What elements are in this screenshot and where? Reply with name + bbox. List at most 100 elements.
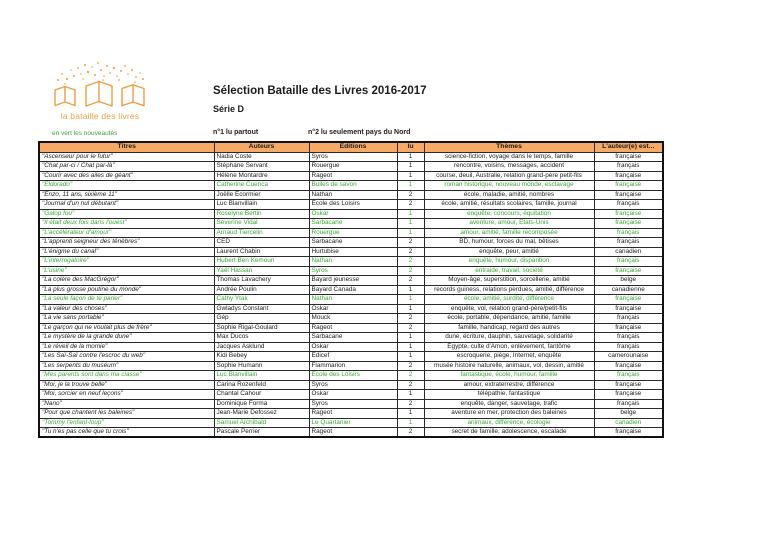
legend-read-north-only: n°2 lu seulement pays du Nord bbox=[308, 129, 411, 136]
book-publisher-cell: Bulles de savon bbox=[308, 180, 398, 191]
book-publisher-cell: Flammarion bbox=[308, 360, 398, 371]
book-themes-cell: amour, extraterrestre, différence bbox=[423, 379, 595, 390]
book-title-cell: "Eldorado" bbox=[38, 180, 215, 191]
book-nationality-cell: français bbox=[593, 256, 664, 267]
table-row: "L'usine" Yaël Hassan Syros 2 entraide, … bbox=[38, 265, 664, 276]
book-themes-cell: BD, humour, forces du mal, bêtises bbox=[423, 237, 595, 248]
book-title-cell: "Tu n'es pas celle que tu crois" bbox=[38, 427, 215, 438]
book-themes-cell: rencontre, voisins, messages, accident bbox=[423, 161, 595, 172]
book-publisher-cell: Rouergue bbox=[308, 161, 398, 172]
table-row: "La valeur des choses" Gwladys Constant … bbox=[38, 303, 664, 314]
table-row: "Le réveil de la momie" Jacques Asklund … bbox=[38, 341, 664, 352]
book-lu-cell: 1 bbox=[396, 208, 425, 219]
book-title-cell: "Tommy l'enfant-loup" bbox=[38, 417, 215, 428]
book-lu-cell: 2 bbox=[396, 237, 425, 248]
table-row: "Il était deux fois dans l'ouest" Séveri… bbox=[38, 218, 664, 229]
book-nationality-cell: belge bbox=[593, 275, 664, 286]
book-title-cell: "Enzo, 11 ans, sixième 11" bbox=[38, 189, 215, 200]
table-row: "Courir avec des ailes de géant" Hélène … bbox=[38, 170, 664, 181]
bataille-des-livres-logo: la bataille des livres bbox=[46, 60, 154, 121]
book-author-cell: Roselyne Bertin bbox=[213, 208, 310, 219]
table-row: "Ascenseur pour le futur" Nadia Coste Sy… bbox=[38, 151, 664, 162]
book-lu-cell: 1 bbox=[396, 284, 425, 295]
book-nationality-cell: canadien bbox=[593, 417, 664, 428]
book-title-cell: "Courir avec des ailes de géant" bbox=[38, 170, 215, 181]
book-nationality-cell: française bbox=[593, 265, 664, 276]
book-nationality-cell: français bbox=[593, 199, 664, 210]
table-row: "Pour que chantent les baleines" Jean-Ma… bbox=[38, 408, 664, 419]
book-lu-cell: 2 bbox=[396, 322, 425, 333]
book-author-cell: Sophie Humann bbox=[213, 360, 310, 371]
legend-new-items-note: en vert les nouveautés bbox=[52, 130, 118, 137]
book-themes-cell: télépathie, fantastique bbox=[423, 389, 595, 400]
table-row: "Galop fou" Roselyne Bertin Oskar 1 enqu… bbox=[38, 208, 664, 219]
book-author-cell: Andrée Poulin bbox=[213, 284, 310, 295]
book-title-cell: "La seule façon de te parler" bbox=[38, 294, 215, 305]
book-lu-cell: 1 bbox=[396, 294, 425, 305]
logo-wordmark: la bataille des livres bbox=[60, 111, 140, 121]
book-lu-cell: 1 bbox=[396, 303, 425, 314]
book-themes-cell: records guiness, relations perdues, amit… bbox=[423, 284, 595, 295]
book-themes-cell: escroquerie, piège, Internet, enquête bbox=[423, 351, 595, 362]
table-row: "La vie sans portable" Gép Mouck 2 école… bbox=[38, 313, 664, 324]
book-author-cell: Stéphane Servant bbox=[213, 161, 310, 172]
book-themes-cell: école, amitié, surdité, différence bbox=[423, 294, 595, 305]
book-themes-cell: aventure, amour, Etats-Unis bbox=[423, 218, 595, 229]
book-lu-cell: 2 bbox=[396, 189, 425, 200]
book-publisher-cell: Edicef bbox=[308, 351, 398, 362]
table-row: "Journal d'un nul débutant" Luc Blanvill… bbox=[38, 199, 664, 210]
book-author-cell: Gwladys Constant bbox=[213, 303, 310, 314]
book-title-cell: "Chat par-ci / Chat par-là" bbox=[38, 161, 215, 172]
book-publisher-cell: Oskar bbox=[308, 303, 398, 314]
book-nationality-cell: français bbox=[593, 398, 664, 409]
book-themes-cell: fantastique, école, humour, famille bbox=[423, 370, 595, 381]
book-publisher-cell: Syros bbox=[308, 151, 398, 162]
book-author-cell: Gép bbox=[213, 313, 310, 324]
book-themes-cell: secret de famille, adolescence, escalade bbox=[423, 427, 595, 438]
table-row: "Eldorado" Catherine Cuenca Bulles de sa… bbox=[38, 180, 664, 191]
book-title-cell: "Les Saï-Saï contre l'escroc du web" bbox=[38, 351, 215, 362]
book-themes-cell: école, amitié, résultats scolaires, fami… bbox=[423, 199, 595, 210]
book-themes-cell: entraide, travail, société bbox=[423, 265, 595, 276]
book-publisher-cell: Nathan bbox=[308, 294, 398, 305]
book-publisher-cell: Oskar bbox=[308, 341, 398, 352]
book-author-cell: Catherine Cuenca bbox=[213, 180, 310, 191]
book-selection-table: Titres Auteurs Editions lu Thèmes L'aute… bbox=[38, 141, 664, 438]
book-title-cell: "Mes parents sont dans ma classe" bbox=[38, 370, 215, 381]
book-author-cell: Laurent Chabin bbox=[213, 246, 310, 257]
table-row: "Les Saï-Saï contre l'escroc du web" Kid… bbox=[38, 351, 664, 362]
table-row: "Mes parents sont dans ma classe" Luc Bl… bbox=[38, 370, 664, 381]
book-author-cell: Yaël Hassan bbox=[213, 265, 310, 276]
book-themes-cell: famille, handicap, regard des autres bbox=[423, 322, 595, 333]
book-publisher-cell: Syros bbox=[308, 398, 398, 409]
book-author-cell: Jean-Marie Defossez bbox=[213, 408, 310, 419]
book-publisher-cell: Bayard Canada bbox=[308, 284, 398, 295]
table-row: "Tu n'es pas celle que tu crois" Pascale… bbox=[38, 427, 664, 438]
book-publisher-cell: Rageot bbox=[308, 408, 398, 419]
book-lu-cell: 1 bbox=[396, 389, 425, 400]
book-author-cell: Nadia Coste bbox=[213, 151, 310, 162]
book-themes-cell: enquête, peur, amitié bbox=[423, 246, 595, 257]
book-nationality-cell: française bbox=[593, 170, 664, 181]
book-publisher-cell: Le Quartanier bbox=[308, 417, 398, 428]
table-row: "L'interrogatoire" Hubert Ben Kemoun Nat… bbox=[38, 256, 664, 267]
book-nationality-cell: français bbox=[593, 370, 664, 381]
book-publisher-cell: Rageot bbox=[308, 170, 398, 181]
book-author-cell: Carina Rozenfeld bbox=[213, 379, 310, 390]
table-row: "Chat par-ci / Chat par-là" Stéphane Ser… bbox=[38, 161, 664, 172]
book-nationality-cell: française bbox=[593, 322, 664, 333]
column-header-titres: Titres bbox=[38, 141, 215, 153]
book-author-cell: Samuel Archibald bbox=[213, 417, 310, 428]
book-themes-cell: aventure en mer, protection des baleines bbox=[423, 408, 595, 419]
book-lu-cell: 2 bbox=[396, 313, 425, 324]
book-title-cell: "Nano" bbox=[38, 398, 215, 409]
table-row: "L'énigme du canal" Laurent Chabin Hurtu… bbox=[38, 246, 664, 257]
book-themes-cell: Moyen-âge, superstition, sorcellerie, am… bbox=[423, 275, 595, 286]
book-themes-cell: école, maladie, amitié, nombres bbox=[423, 189, 595, 200]
book-publisher-cell: École des Loisirs bbox=[308, 370, 398, 381]
book-title-cell: "L'accélérateur d'amour" bbox=[38, 227, 215, 238]
book-title-cell: "Ascenseur pour le futur" bbox=[38, 151, 215, 162]
book-title-cell: "La vie sans portable" bbox=[38, 313, 215, 324]
book-author-cell: Joëlle Ecormier bbox=[213, 189, 310, 200]
book-publisher-cell: Mouck bbox=[308, 313, 398, 324]
